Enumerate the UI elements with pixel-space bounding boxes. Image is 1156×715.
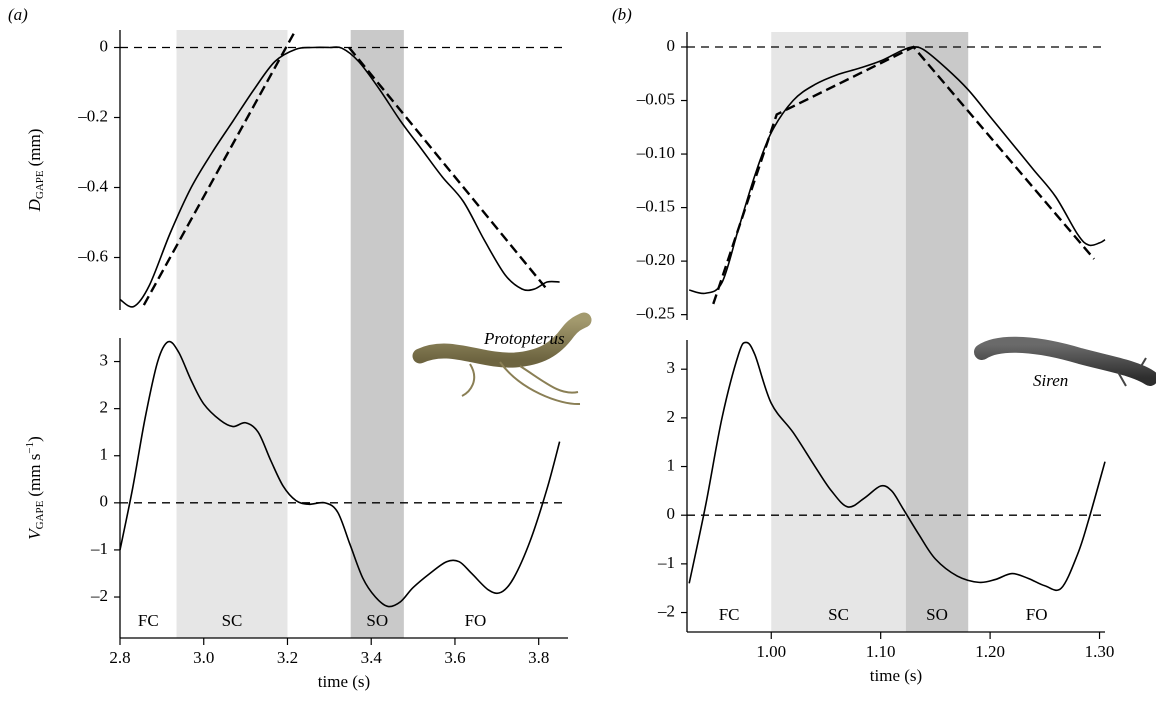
y-tick-label: 0: [667, 504, 676, 523]
y-tick-label: 1: [667, 455, 676, 474]
y-tick-label: 0: [667, 36, 676, 55]
protopterus-photo: Protopterus: [412, 312, 592, 406]
y-axis-label-part: −1: [24, 442, 36, 454]
y-axis-label-part: GAPE: [34, 170, 46, 199]
y-axis-label-part: ): [25, 436, 44, 442]
x-tick-label: 3.8: [528, 648, 549, 667]
fit-line: [348, 46, 548, 290]
photo-label: Protopterus: [483, 329, 565, 348]
x-tick-label: 1.00: [756, 642, 786, 661]
x-axis-label: time (s): [870, 666, 922, 685]
data-line: [119, 340, 561, 608]
y-axis-label-part: (mm s: [25, 454, 44, 497]
data-line: [119, 46, 560, 308]
phase-label: SC: [222, 611, 243, 630]
phase-label: SO: [926, 605, 948, 624]
y-tick-label: –0.10: [636, 143, 675, 162]
y-tick-label: –0.20: [636, 250, 675, 269]
y-tick-label: –0.4: [77, 176, 108, 195]
y-tick-label: –2: [90, 586, 108, 605]
siren-photo: Siren: [974, 336, 1156, 390]
y-tick-label: –0.2: [77, 106, 108, 125]
x-tick-label: 2.8: [109, 648, 130, 667]
data-line: [688, 341, 1106, 592]
y-tick-label: 2: [100, 398, 109, 417]
y-axis-label-part: GAPE: [34, 500, 46, 529]
data-line: [688, 46, 1106, 295]
y-tick-label: 1: [100, 445, 109, 464]
y-tick-label: –2: [657, 601, 675, 620]
y-tick-label: –1: [657, 553, 675, 572]
y-axis-label-part: V: [25, 527, 44, 540]
phase-label: FC: [719, 605, 740, 624]
y-tick-label: –0.6: [77, 246, 108, 265]
photo-label: Siren: [1033, 371, 1068, 390]
y-tick-label: 0: [100, 36, 109, 55]
x-tick-label: 1.30: [1085, 642, 1115, 661]
x-tick-label: 3.0: [193, 648, 214, 667]
phase-label: SO: [366, 611, 388, 630]
y-tick-label: 0: [100, 492, 109, 511]
fit-line: [712, 45, 1095, 305]
phase-label: FC: [138, 611, 159, 630]
x-tick-label: 3.4: [361, 648, 383, 667]
y-tick-label: –0.05: [636, 89, 675, 108]
phase-shade: [905, 32, 969, 632]
x-tick-label: 3.2: [277, 648, 298, 667]
y-tick-label: 2: [667, 407, 676, 426]
y-tick-label: 3: [100, 350, 109, 369]
fit-line: [142, 32, 295, 306]
phase-layer: [176, 30, 969, 638]
y-tick-label: 3: [667, 358, 676, 377]
phase-shade: [771, 32, 906, 632]
phase-shade: [176, 30, 288, 638]
x-axis-label: time (s): [318, 672, 370, 691]
y-axis-label: DGAPE (mm): [25, 129, 46, 213]
y-axis-label-part: D: [25, 198, 44, 212]
phase-label: SC: [828, 605, 849, 624]
panel-label: (b): [612, 5, 632, 24]
y-tick-label: –0.15: [636, 196, 675, 215]
y-tick-label: –0.25: [636, 304, 675, 323]
y-tick-label: –1: [90, 539, 108, 558]
phase-shade: [350, 30, 404, 638]
x-tick-label: 1.10: [866, 642, 896, 661]
phase-label: FO: [1026, 605, 1048, 624]
panel-label: (a): [8, 5, 28, 24]
y-axis-label: VGAPE (mm s−1): [24, 436, 46, 540]
plot-layer: (a)FC SC SO FO0–0.2–0.4–0.6DGAPE(mm)3210–1–…: [8, 5, 1114, 691]
y-axis-label-part: (mm): [25, 129, 44, 167]
x-tick-label: 1.20: [975, 642, 1005, 661]
x-tick-label: 3.6: [444, 648, 465, 667]
phase-label: FO: [465, 611, 487, 630]
